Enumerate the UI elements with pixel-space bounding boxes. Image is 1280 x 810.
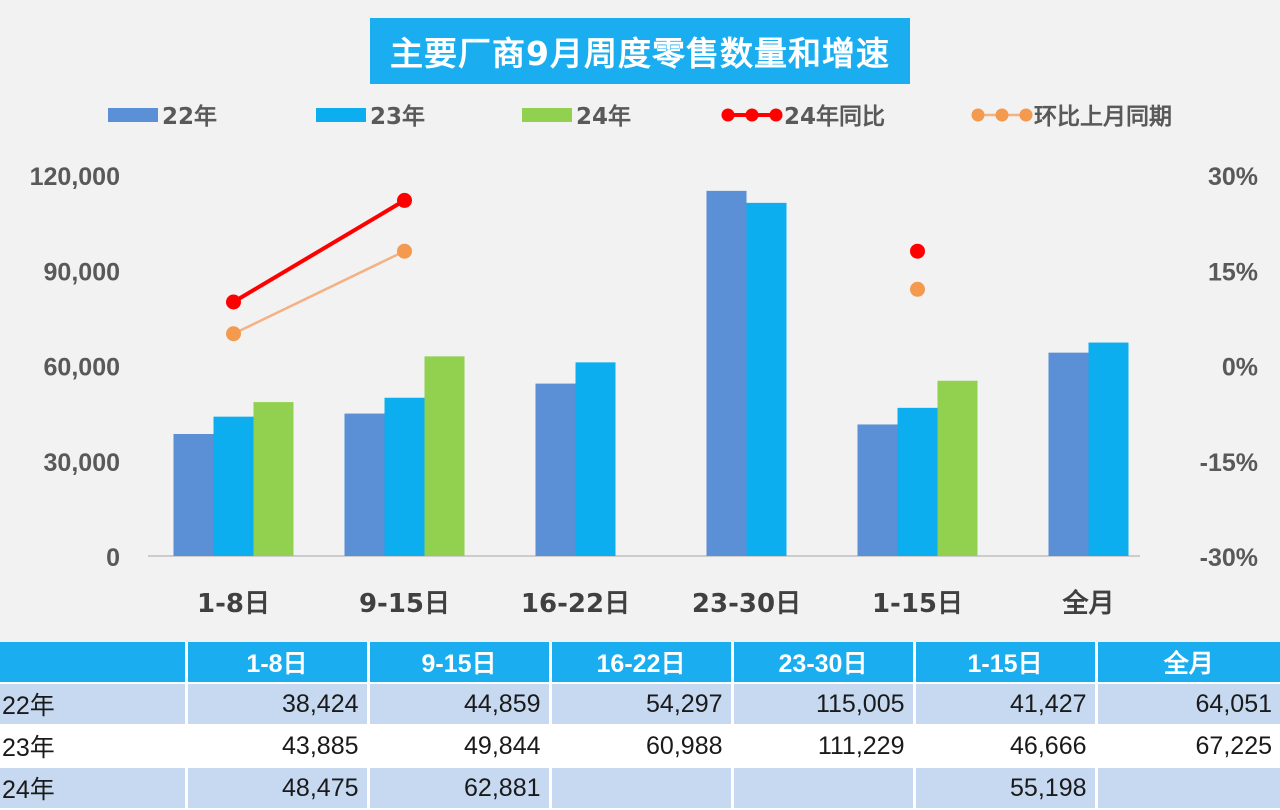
x-tick-label: 1-8日 bbox=[197, 589, 270, 619]
x-tick-label: 1-15日 bbox=[872, 589, 963, 619]
bar-22年 bbox=[173, 434, 214, 556]
bar-24年 bbox=[937, 380, 978, 556]
bar-22年 bbox=[857, 424, 898, 556]
y-right-tick-label: 0% bbox=[1222, 354, 1258, 382]
table-cell: 64,051 bbox=[1094, 683, 1280, 726]
x-tick-label: 9-15日 bbox=[359, 589, 450, 619]
table-cell: 60,988 bbox=[548, 725, 732, 768]
table-cell: 115,005 bbox=[730, 683, 914, 726]
point-24年同比 bbox=[910, 243, 925, 259]
table-cell bbox=[1094, 767, 1280, 810]
bar-22年 bbox=[344, 413, 385, 556]
table-header-cell: 全月 bbox=[1094, 642, 1280, 684]
table-cell: 43,885 bbox=[184, 725, 368, 768]
legend-marker-环比上月同期 bbox=[995, 108, 1009, 122]
x-tick-label: 16-22日 bbox=[521, 589, 630, 619]
table-row: 24年 48,475 62,881 55,198 bbox=[0, 767, 1280, 810]
legend-label: 22年 bbox=[162, 103, 217, 130]
bar-23年 bbox=[746, 202, 787, 556]
table-cell bbox=[730, 767, 914, 810]
y-right-tick-label: -30% bbox=[1200, 544, 1258, 572]
legend-marker-24年同比 bbox=[721, 108, 735, 122]
point-环比上月同期 bbox=[226, 326, 241, 342]
y-right-tick-label: 30% bbox=[1208, 163, 1258, 191]
table-cell: 55,198 bbox=[912, 767, 1096, 810]
y-right-tick-label: 15% bbox=[1208, 258, 1258, 286]
point-24年同比 bbox=[226, 294, 241, 310]
bar-23年 bbox=[897, 407, 938, 556]
legend-label: 24年 bbox=[576, 103, 631, 130]
bar-22年 bbox=[1048, 352, 1089, 556]
legend-swatch-24年 bbox=[522, 108, 572, 122]
table-cell: 41,427 bbox=[912, 683, 1096, 726]
table-cell: 44,859 bbox=[366, 683, 550, 726]
table-cell: 46,666 bbox=[912, 725, 1096, 768]
legend-marker-环比上月同期 bbox=[971, 108, 985, 122]
point-环比上月同期 bbox=[910, 281, 925, 297]
table-cell bbox=[548, 767, 732, 810]
table-header-cell: 1-15日 bbox=[912, 642, 1096, 684]
y-left-tick-label: 0 bbox=[106, 544, 120, 572]
chart-area: 0 30,000 60,000 90,000 120,000 -30% -15% 0% 15% 3… bbox=[30, 18, 1258, 619]
point-环比上月同期 bbox=[397, 243, 412, 259]
y-left-tick-label: 90,000 bbox=[44, 258, 120, 286]
bar-22年 bbox=[706, 190, 747, 556]
chart-title: 主要厂商9月周度零售数量和增速 bbox=[370, 18, 910, 84]
legend-marker-24年同比 bbox=[745, 108, 759, 122]
row-label: 22年 bbox=[0, 683, 186, 726]
bar-23年 bbox=[213, 416, 254, 556]
y-left-tick-label: 60,000 bbox=[44, 354, 120, 382]
data-table: 1-8日 9-15日 16-22日 23-30日 1-15日 全月 22年 38… bbox=[0, 642, 1280, 810]
y-left-tick-label: 120,000 bbox=[30, 163, 120, 191]
table-cell: 54,297 bbox=[548, 683, 732, 726]
legend-marker-24年同比 bbox=[769, 108, 783, 122]
y-right-tick-label: -15% bbox=[1200, 449, 1258, 477]
table-row: 23年 43,885 49,844 60,988 111,229 46,666 … bbox=[0, 725, 1280, 768]
x-tick-label: 23-30日 bbox=[692, 589, 801, 619]
legend-label: 环比上月同期 bbox=[1034, 104, 1172, 130]
x-tick-label: 全月 bbox=[1061, 588, 1114, 619]
table-header-cell: 23-30日 bbox=[730, 642, 914, 684]
table-header-cell: 16-22日 bbox=[548, 642, 732, 684]
chart-svg: 0 30,000 60,000 90,000 120,000 -30% -15% 0% 15% 3… bbox=[30, 103, 1258, 619]
legend-label: 24年同比 bbox=[784, 103, 885, 130]
bar-22年 bbox=[535, 383, 576, 556]
y-left-tick-label: 30,000 bbox=[44, 449, 120, 477]
table-cell: 38,424 bbox=[184, 683, 368, 726]
legend-label: 23年 bbox=[370, 103, 425, 130]
bar-23年 bbox=[575, 362, 616, 556]
legend-swatch-23年 bbox=[316, 108, 366, 122]
legend-swatch-22年 bbox=[108, 108, 158, 122]
table-row: 22年 38,424 44,859 54,297 115,005 41,427 … bbox=[0, 683, 1280, 726]
table-header-cell: 9-15日 bbox=[366, 642, 550, 684]
row-label: 23年 bbox=[0, 725, 186, 768]
bar-23年 bbox=[384, 397, 425, 556]
table-cell: 67,225 bbox=[1094, 725, 1280, 768]
table-cell: 49,844 bbox=[366, 725, 550, 768]
point-24年同比 bbox=[397, 192, 412, 208]
row-label: 24年 bbox=[0, 767, 186, 810]
bar-24年 bbox=[424, 356, 465, 556]
table-header-row: 1-8日 9-15日 16-22日 23-30日 1-15日 全月 bbox=[0, 642, 1280, 684]
table-header-corner bbox=[0, 642, 186, 684]
line-segment-24年同比 bbox=[232, 198, 406, 304]
table-cell: 48,475 bbox=[184, 767, 368, 810]
line-segment-环比上月同期 bbox=[232, 250, 406, 335]
table-cell: 111,229 bbox=[730, 725, 914, 768]
table-header-cell: 1-8日 bbox=[184, 642, 368, 684]
table-cell: 62,881 bbox=[366, 767, 550, 810]
bar-23年 bbox=[1088, 342, 1129, 556]
legend-marker-环比上月同期 bbox=[1019, 108, 1033, 122]
bar-24年 bbox=[253, 402, 294, 556]
